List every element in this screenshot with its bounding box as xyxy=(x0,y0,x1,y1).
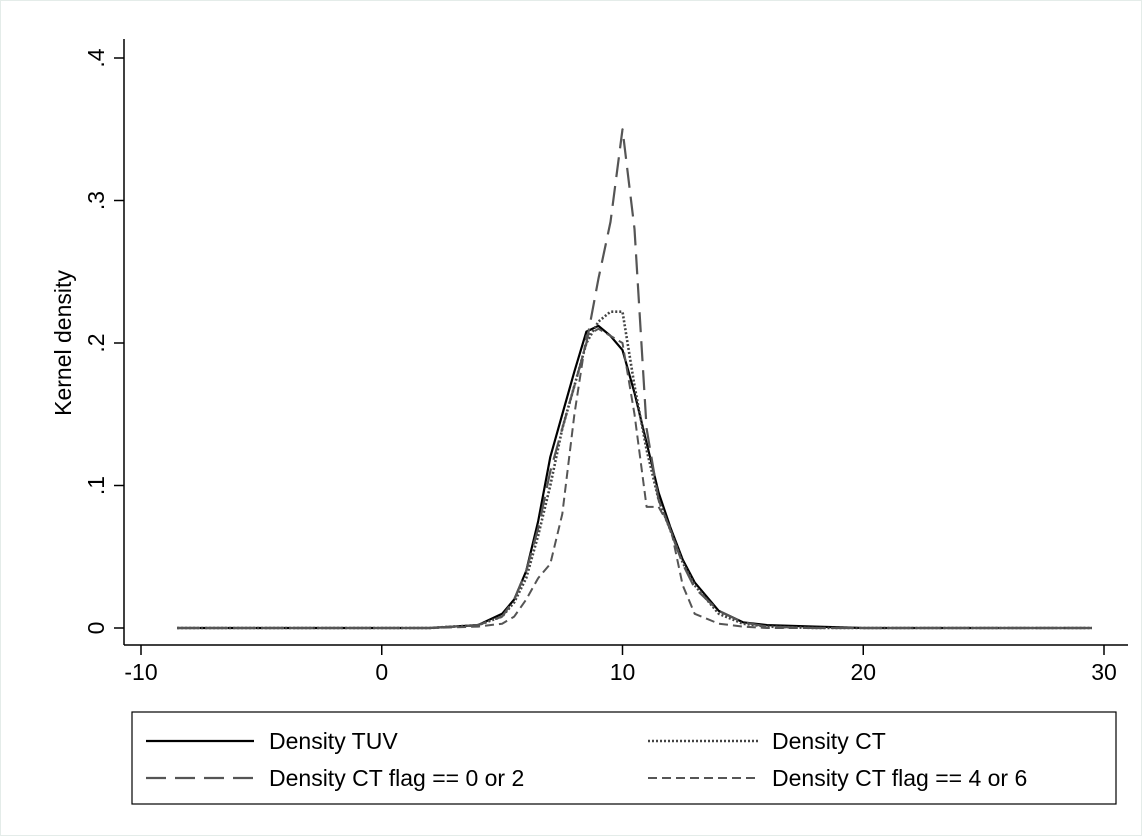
x-tick-label: 10 xyxy=(610,659,636,685)
legend-label-3: Density CT flag == 0 or 2 xyxy=(269,765,524,791)
axes: -10 0 10 20 30 0 .1 .2 .3 .4 xyxy=(83,39,1128,685)
series-line-2 xyxy=(177,310,1092,630)
legend-label-2: Density CT xyxy=(772,728,886,754)
series-line-4 xyxy=(177,327,1092,629)
legend-box xyxy=(131,711,1117,805)
y-tick-label: .1 xyxy=(83,476,109,495)
series-line-3 xyxy=(177,128,1092,630)
y-tick-label: .3 xyxy=(83,191,109,210)
x-tick-label: 0 xyxy=(375,659,388,685)
legend-label-4: Density CT flag == 4 or 6 xyxy=(772,765,1027,791)
y-tick-label: .4 xyxy=(83,48,109,67)
series-line-1 xyxy=(177,324,1092,630)
legend-label-1: Density TUV xyxy=(269,728,398,754)
x-tick-label: -10 xyxy=(124,659,157,685)
legend: Density TUV Density CT Density CT flag == … xyxy=(131,711,1117,805)
y-axis-title: Kernel density xyxy=(50,270,76,416)
x-tick-label: 20 xyxy=(850,659,876,685)
y-tick-label: 0 xyxy=(83,622,109,635)
plot-lines xyxy=(177,128,1092,630)
x-tick-label: 30 xyxy=(1091,659,1117,685)
y-tick-label: .2 xyxy=(83,333,109,352)
